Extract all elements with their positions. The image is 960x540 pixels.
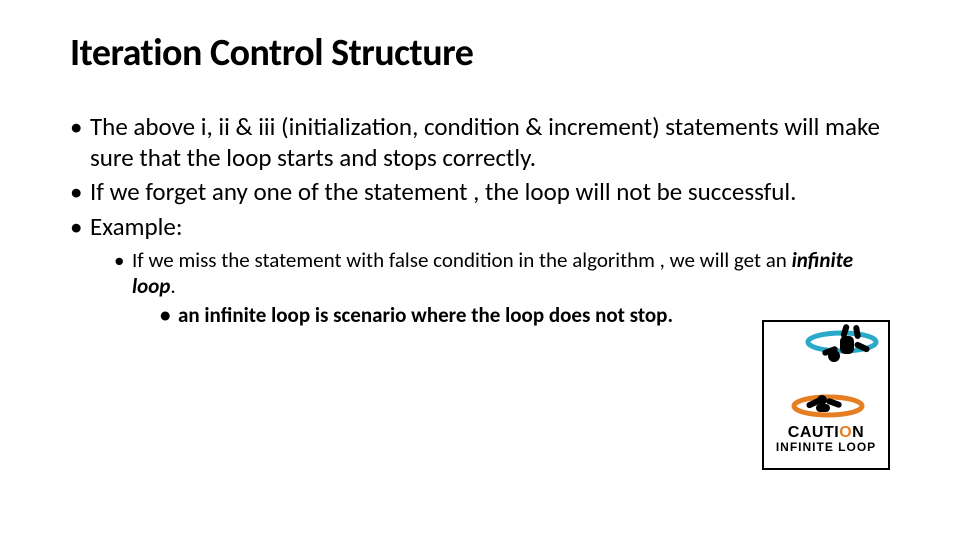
bullet-subitem: If we miss the statement with false cond… [114, 248, 900, 329]
caution-sign: CAUTION INFINITE LOOP [762, 320, 890, 470]
bullet-list: The above i, ii & iii (initialization, c… [70, 112, 900, 329]
text-run: CAUTI [788, 424, 839, 441]
slide-title: Iteration Control Structure [70, 30, 900, 76]
bullet-sublist: If we miss the statement with false cond… [90, 248, 900, 329]
infinite-loop-icon [764, 322, 888, 422]
bullet-text: Example: [90, 211, 183, 242]
text-run: N [852, 424, 864, 441]
text-run: . [170, 273, 175, 299]
bullet-item: The above i, ii & iii (initialization, c… [70, 112, 900, 173]
bullet-item: If we forget any one of the statement , … [70, 177, 900, 208]
slide: Iteration Control Structure The above i,… [0, 0, 960, 540]
highlight-letter: O [839, 424, 852, 441]
caution-subtitle: INFINITE LOOP [776, 440, 876, 454]
text-run: If we miss the statement with false cond… [132, 247, 792, 273]
bullet-item: Example: If we miss the statement with f… [70, 212, 900, 329]
